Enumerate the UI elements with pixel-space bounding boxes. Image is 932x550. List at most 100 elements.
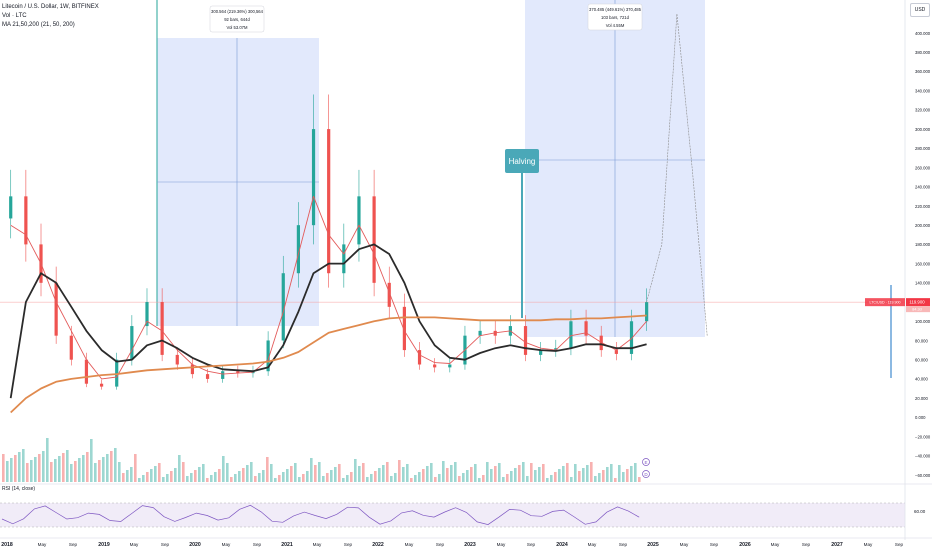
candle: [327, 129, 331, 274]
candle: [130, 326, 134, 360]
time-tick-label: 2018: [1, 542, 13, 548]
candle: [523, 326, 528, 355]
volume-bar: [86, 452, 89, 482]
volume-bar: [410, 478, 413, 482]
time-tick-label: Sep: [161, 542, 170, 547]
volume-bar: [186, 476, 189, 482]
price-tick-label: 100.000: [915, 319, 931, 324]
volume-bar: [158, 463, 161, 482]
price-tick-label: 180.000: [915, 242, 931, 247]
projection-line: [646, 13, 708, 336]
volume-bar: [398, 460, 401, 482]
price-tick-label: 220.000: [915, 204, 931, 209]
time-tick-label: Sep: [344, 542, 353, 547]
volume-bar: [602, 470, 605, 482]
candle: [448, 364, 452, 368]
volume-bar: [446, 468, 449, 482]
volume-bar: [98, 460, 101, 482]
volume-bar: [402, 467, 405, 482]
volume-bar: [462, 473, 465, 482]
volume-bar: [510, 471, 513, 482]
time-tick-label: May: [588, 542, 597, 547]
price-tick-label: 280.000: [915, 146, 931, 151]
price-tick-label: 160.000: [915, 261, 931, 266]
volume-bar: [374, 471, 377, 482]
candle: [84, 359, 89, 384]
ma-legend[interactable]: MA 21,50,200 (21, 50, 200): [2, 22, 75, 28]
volume-bar: [18, 452, 21, 482]
volume-bar: [370, 474, 373, 482]
price-tick-label: −40.000: [915, 454, 931, 459]
volume-bar: [526, 476, 529, 482]
time-tick-label: 2022: [372, 542, 384, 548]
volume-bar: [638, 477, 641, 482]
volume-bar: [198, 467, 201, 482]
volume-bar: [114, 448, 117, 482]
last-price-badge: [906, 298, 930, 307]
price-tick-label: 260.000: [915, 165, 931, 170]
volume-bars: [2, 438, 641, 482]
time-tick-label: Sep: [436, 542, 445, 547]
volume-bar: [306, 471, 309, 482]
volume-bar: [530, 463, 533, 482]
volume-bar: [330, 470, 333, 482]
range-1-info-bg: [209, 5, 265, 33]
volume-bar: [474, 464, 477, 482]
volume-bar: [62, 453, 65, 482]
candle: [311, 129, 316, 226]
candle: [645, 302, 649, 322]
currency-button[interactable]: USD: [910, 3, 930, 17]
candle: [342, 244, 346, 274]
volume-bar: [190, 473, 193, 482]
volume-bar: [246, 465, 249, 482]
volume-bar: [274, 478, 277, 482]
volume-bar: [102, 457, 105, 482]
time-tick-label: Sep: [253, 542, 262, 547]
volume-bar: [34, 457, 37, 482]
volume-bar: [242, 468, 245, 482]
volume-bar: [162, 477, 165, 482]
symbol-title[interactable]: Litecoin / U.S. Dollar, 1W, BITFINEX: [2, 4, 99, 10]
time-tick-label: May: [680, 542, 689, 547]
range-1-info-line1: 300.564 (219.36%) 300,564: [211, 9, 264, 14]
volume-bar: [566, 463, 569, 482]
price-tick-label: 300.000: [915, 127, 931, 132]
last-price-sub-badge: [906, 306, 930, 313]
price-tick-label: −20.000: [915, 434, 931, 439]
price-tick-label: 20.000: [915, 396, 928, 401]
volume-bar: [438, 474, 441, 482]
volume-bar: [222, 456, 225, 482]
volume-bar: [214, 472, 217, 482]
volume-bar: [318, 462, 321, 482]
volume-bar: [622, 472, 625, 482]
volume-bar: [66, 450, 69, 482]
price-tick-label: 60.000: [915, 357, 928, 362]
volume-bar: [78, 458, 81, 482]
candle: [115, 359, 119, 387]
volume-bar: [258, 473, 261, 482]
volume-bar: [490, 469, 493, 482]
candle: [402, 306, 406, 351]
ma50-line: [9, 243, 647, 399]
volume-bar: [450, 465, 453, 482]
volume-bar: [122, 473, 125, 482]
candles: [9, 94, 649, 390]
time-tick-label: Sep: [619, 542, 628, 547]
volume-bar: [30, 460, 33, 482]
volume-bar: [6, 461, 9, 482]
volume-bar: [442, 461, 445, 482]
time-tick-label: May: [130, 542, 139, 547]
volume-bar: [290, 466, 293, 482]
event-marker: [642, 458, 650, 466]
volume-bar: [282, 472, 285, 482]
volume-legend[interactable]: Vol · LTC: [2, 13, 27, 19]
candle: [614, 350, 618, 354]
candle: [24, 196, 28, 245]
volume-bar: [378, 468, 381, 482]
range-2-info-bg: [587, 3, 643, 31]
candle: [584, 321, 588, 336]
volume-bar: [138, 478, 141, 482]
time-tick-label: 2023: [464, 542, 476, 548]
volume-bar: [26, 463, 29, 482]
